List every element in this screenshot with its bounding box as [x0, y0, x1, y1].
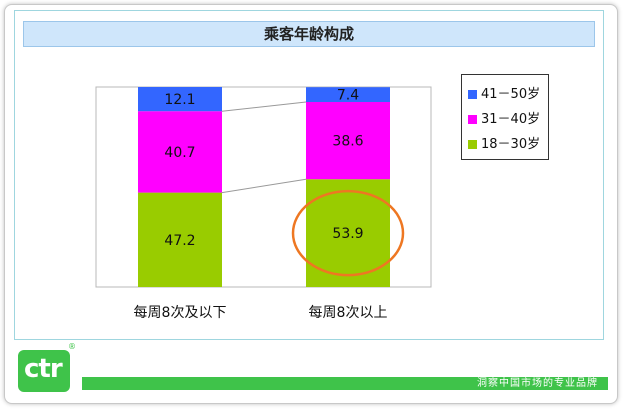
chart-legend: 41－50岁 31－40岁 18－30岁 [461, 74, 549, 160]
highlight-ellipse [291, 189, 405, 277]
data-label: 40.7 [164, 145, 195, 161]
legend-label-18-30: 18－30岁 [481, 137, 541, 152]
data-label: 53.9 [332, 226, 363, 242]
legend-label-31-40: 31－40岁 [481, 112, 541, 127]
legend-swatch-31-40 [468, 115, 477, 124]
ctr-logo: ctr [18, 350, 70, 392]
legend-swatch-18-30 [468, 140, 477, 149]
data-label: 7.4 [337, 88, 359, 104]
x-tick-label: 每周8次及以下 [134, 305, 227, 321]
x-tick-label: 每周8次以上 [309, 305, 388, 321]
bar-segment [138, 111, 222, 193]
bar-segment [306, 87, 390, 102]
data-label: 12.1 [164, 92, 195, 108]
logo-text: ctr [24, 354, 63, 384]
footer-bar: 洞察中国市场的专业品牌 [82, 377, 608, 390]
legend-swatch-41-50 [468, 90, 477, 99]
logo-registered-mark: ® [68, 342, 76, 351]
data-label: 47.2 [164, 233, 195, 249]
data-label: 38.6 [332, 134, 363, 150]
legend-item-41-50: 41－50岁 [468, 83, 541, 102]
bar-segment [138, 87, 222, 112]
bar-segment [306, 102, 390, 180]
bar-segment [138, 192, 222, 287]
legend-item-31-40: 31－40岁 [468, 108, 541, 127]
chart-title: 乘客年龄构成 [23, 21, 595, 47]
series-connector-line [221, 178, 307, 194]
legend-item-18-30: 18－30岁 [468, 133, 541, 152]
footer-slogan: 洞察中国市场的专业品牌 [477, 378, 598, 389]
legend-label-41-50: 41－50岁 [481, 87, 541, 102]
series-connector-line [221, 101, 307, 112]
